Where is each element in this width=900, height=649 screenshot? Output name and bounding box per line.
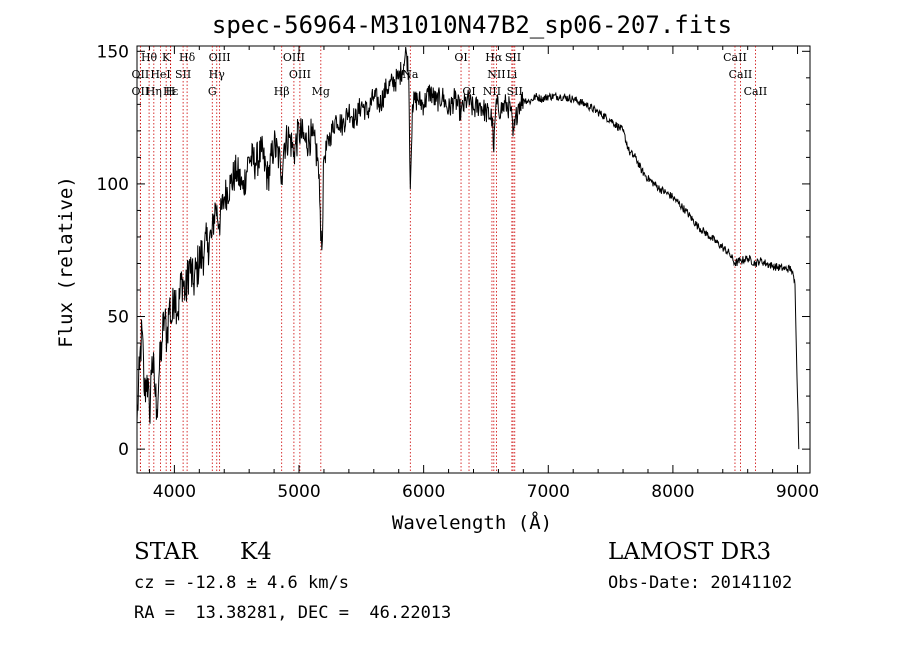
line-label-4: OIII (283, 51, 305, 64)
line-label-9: OII (132, 68, 150, 81)
spectral-line-markers (139, 46, 756, 473)
line-label-11: SII (175, 68, 191, 81)
y-axis-ticks: 0 50 100 150 (97, 42, 810, 460)
line-label-8: CaII (723, 51, 747, 64)
line-label-21: H (166, 85, 176, 98)
line-label-15: NII (487, 68, 505, 81)
x-tick-label-8000: 8000 (651, 482, 694, 502)
line-label-16: Li (506, 68, 517, 81)
line-label-6: Hα (485, 51, 503, 64)
x-axis-label: Wavelength (Å) (392, 511, 552, 534)
line-label-26: NII (483, 85, 501, 98)
line-label-12: Hγ (209, 68, 226, 81)
y-tick-label-50: 50 (107, 308, 129, 328)
y-tick-label-100: 100 (97, 175, 129, 195)
line-label-17: CaII (729, 68, 753, 81)
line-label-7: SII (505, 51, 521, 64)
x-tick-label-6000: 6000 (402, 482, 445, 502)
x-tick-label-5000: 5000 (277, 482, 320, 502)
line-label-2: Hδ (179, 51, 196, 64)
line-label-18: OII (132, 85, 150, 98)
y-tick-label-150: 150 (97, 42, 129, 62)
line-label-0: Hθ (141, 51, 158, 64)
line-label-13: OIII (289, 68, 311, 81)
y-tick-label-0: 0 (118, 440, 129, 460)
line-label-5: OI (454, 51, 467, 64)
x-tick-label-9000: 9000 (776, 482, 819, 502)
survey-name: LAMOST DR3 (608, 539, 772, 565)
line-label-27: SII (507, 85, 523, 98)
chart-title: spec-56964-M31010N47B2_sp06-207.fits (212, 11, 732, 39)
line-label-25: OI (462, 85, 475, 98)
object-class: STAR (134, 539, 198, 565)
line-label-24: Mg (312, 85, 330, 98)
coordinates-text: RA = 13.38281, DEC = 46.22013 (134, 603, 452, 623)
x-tick-label-4000: 4000 (153, 482, 196, 502)
line-label-1: K (162, 51, 171, 64)
obs-date-text: Obs-Date: 20141102 (608, 573, 793, 593)
line-label-19: Hε (163, 85, 179, 98)
redshift-text: cz = -12.8 ± 4.6 km/s (134, 573, 349, 593)
x-tick-label-7000: 7000 (527, 482, 570, 502)
object-subclass: K4 (240, 539, 272, 565)
line-label-28: CaII (744, 85, 768, 98)
line-label-23: Hβ (274, 85, 290, 98)
line-label-20: Hη (146, 85, 162, 98)
line-label-14: Na (402, 68, 419, 81)
y-axis-label: Flux (relative) (55, 176, 77, 348)
spectrum-series (136, 46, 800, 450)
line-label-10: HeI (150, 68, 170, 81)
line-label-22: G (208, 85, 217, 98)
x-axis-ticks: 4000 5000 6000 7000 8000 9000 (148, 46, 819, 502)
line-label-3: OIII (209, 51, 231, 64)
